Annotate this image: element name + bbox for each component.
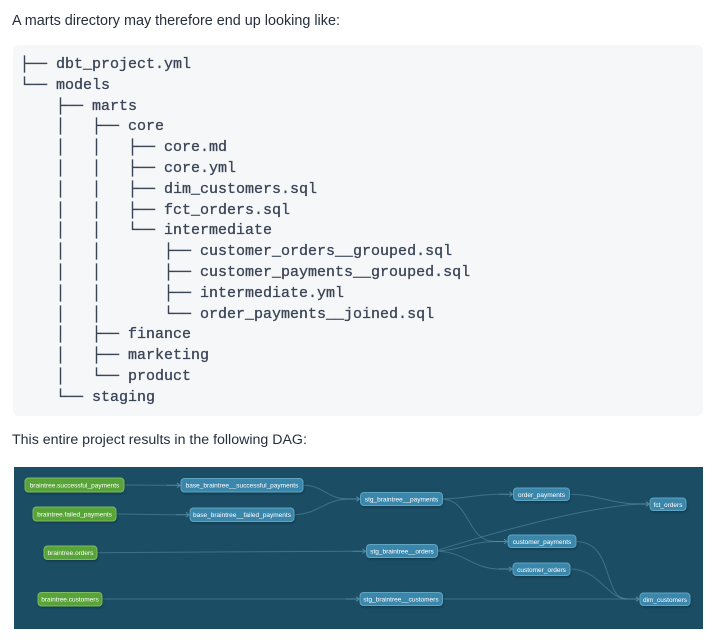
svg-text:customer_orders: customer_orders <box>517 567 567 574</box>
svg-text:base_braintree__successful_pay: base_braintree__successful_payments <box>186 483 299 490</box>
svg-text:stg_braintree__orders: stg_braintree__orders <box>370 549 434 556</box>
svg-text:braintree.customers: braintree.customers <box>41 597 99 604</box>
svg-text:base_braintree__failed_payment: base_braintree__failed_payments <box>193 512 292 519</box>
svg-text:fct_orders: fct_orders <box>654 502 684 509</box>
svg-text:dim_customers: dim_customers <box>643 597 688 604</box>
svg-text:order_payments: order_payments <box>518 492 566 499</box>
svg-text:stg_braintree__customers: stg_braintree__customers <box>363 597 439 604</box>
svg-text:braintree.successful_payments: braintree.successful_payments <box>30 482 120 489</box>
svg-text:braintree.failed_payments: braintree.failed_payments <box>37 511 113 518</box>
svg-text:customer_payments: customer_payments <box>513 539 572 546</box>
svg-text:stg_braintree__payments: stg_braintree__payments <box>365 497 439 504</box>
svg-text:braintree.orders: braintree.orders <box>48 550 95 557</box>
